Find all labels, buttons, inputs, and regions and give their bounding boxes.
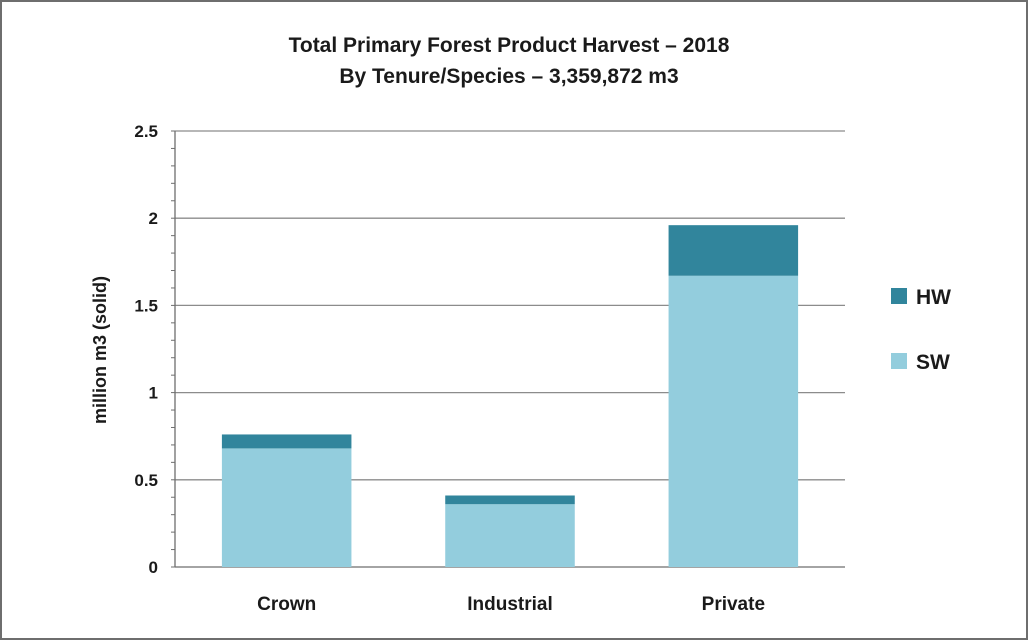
bar-segment-hw-industrial [445, 495, 575, 505]
bar-segment-sw-crown [221, 448, 352, 567]
legend-label-sw: SW [916, 351, 950, 374]
chart-subtitle: By Tenure/Species – 3,359,872 m3 [339, 65, 678, 88]
bar-segment-sw-industrial [445, 504, 575, 567]
legend-label-hw: HW [916, 286, 951, 309]
legend: HW SW [891, 286, 951, 374]
chart-title: Total Primary Forest Product Harvest – 2… [289, 34, 730, 57]
x-category-label: Industrial [467, 594, 553, 615]
y-tick-label: 2.5 [134, 122, 158, 141]
y-tick-label: 2 [149, 209, 158, 228]
y-tick-label: 1 [149, 384, 158, 403]
y-tick-label: 1.5 [134, 296, 158, 315]
bars [221, 225, 799, 567]
legend-swatch-hw [891, 288, 907, 304]
y-axis-title: million m3 (solid) [90, 276, 110, 424]
y-tick-label: 0 [149, 558, 158, 577]
axis-labels: 0 0.5 1 1.5 2 2.5 Crown Industrial Private [134, 122, 765, 615]
stacked-bar-chart: Total Primary Forest Product Harvest – 2… [90, 34, 951, 615]
bar-segment-sw-private [668, 275, 799, 567]
legend-swatch-sw [891, 353, 907, 369]
y-tick-label: 0.5 [134, 471, 158, 490]
x-category-label: Crown [257, 594, 316, 615]
bar-segment-hw-crown [221, 434, 352, 449]
bar-segment-hw-private [668, 225, 799, 276]
x-category-label: Private [702, 594, 765, 615]
